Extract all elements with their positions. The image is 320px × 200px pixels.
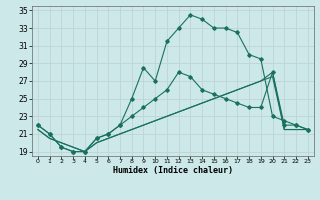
X-axis label: Humidex (Indice chaleur): Humidex (Indice chaleur): [113, 166, 233, 175]
